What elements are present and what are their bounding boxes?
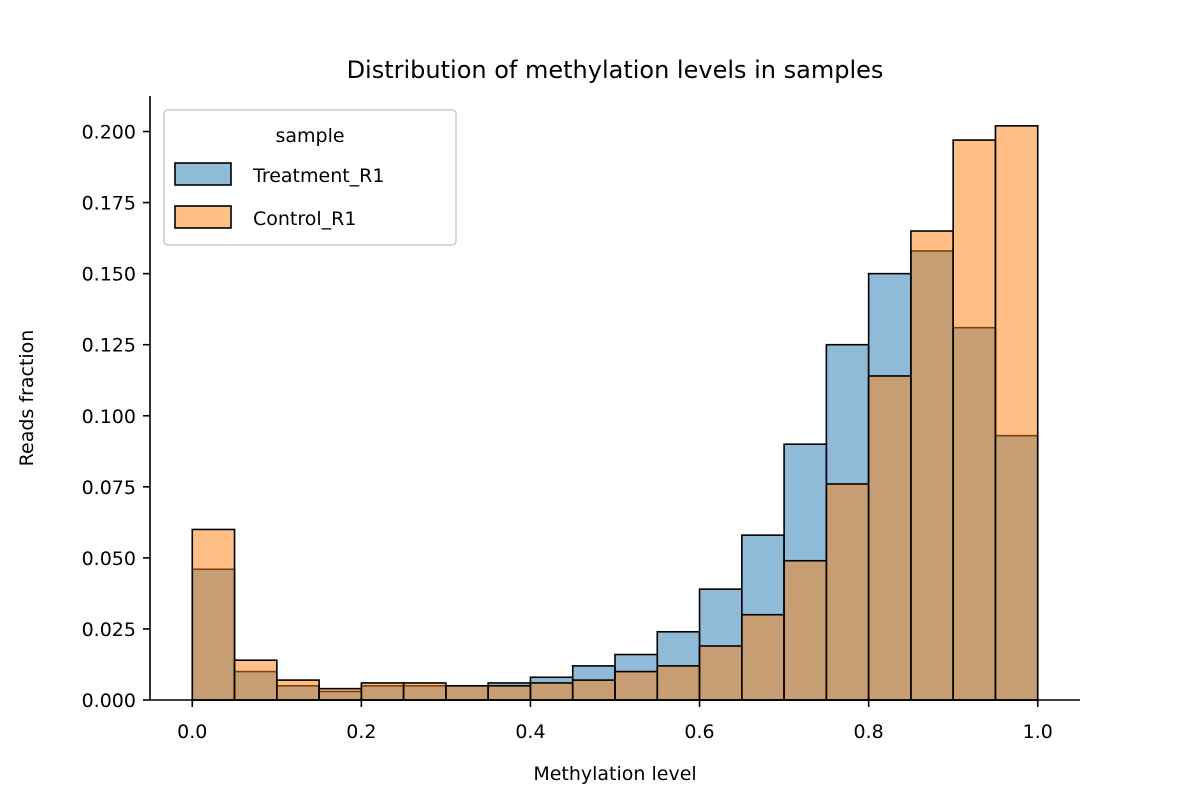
y-tick-label: 0.200 xyxy=(82,122,136,144)
y-tick-label: 0.150 xyxy=(82,264,136,286)
y-tick-label: 0.100 xyxy=(82,406,136,428)
bar-control-r1-11 xyxy=(656,665,701,701)
bar-control-r1-2 xyxy=(276,679,320,701)
bar-control-r1-13 xyxy=(741,613,785,701)
bar-control-r1-14 xyxy=(783,559,828,701)
y-tick-label: 0.050 xyxy=(82,548,136,570)
legend-label-treatment-r1: Treatment_R1 xyxy=(252,165,384,187)
bar-control-r1-10 xyxy=(614,670,659,701)
bar-control-r1-19 xyxy=(994,125,1039,701)
bar-control-r1-12 xyxy=(698,645,743,701)
y-tick-label: 0.075 xyxy=(82,477,136,499)
y-tick-label: 0.000 xyxy=(82,690,136,712)
legend-swatch-treatment-r1 xyxy=(174,162,232,186)
bar-control-r1-7 xyxy=(487,684,532,701)
legend-title: sample xyxy=(275,125,344,147)
bar-control-r1-1 xyxy=(233,659,278,701)
y-tick-label: 0.175 xyxy=(82,193,136,215)
x-tick-label: 1.0 xyxy=(1023,721,1053,743)
legend-label-control-r1: Control_R1 xyxy=(253,208,356,230)
x-tick-label: 0.6 xyxy=(684,721,714,743)
legend-frame xyxy=(163,109,457,246)
bar-control-r1-16 xyxy=(867,375,912,701)
bar-control-r1-18 xyxy=(952,139,997,701)
axes-layer: 0.0 0.2 0.4 0.6 0.8 1.0 0.000 0.025 0.050 0.075 0.… xyxy=(82,96,1080,743)
bar-control-r1-17 xyxy=(910,230,954,701)
bar-control-r1-3 xyxy=(318,687,363,701)
bar-control-r1-8 xyxy=(529,682,574,701)
bar-control-r1-9 xyxy=(571,679,616,701)
y-tick-label: 0.025 xyxy=(82,619,136,641)
bar-control-r1-0 xyxy=(191,528,236,701)
y-tick-label: 0.125 xyxy=(82,335,136,357)
x-tick-label: 0.2 xyxy=(346,721,376,743)
x-tick-label: 0.8 xyxy=(854,721,884,743)
bar-control-r1-15 xyxy=(825,483,870,701)
chart-title: Distribution of methylation levels in sa… xyxy=(347,56,884,84)
y-axis-label: Reads fraction xyxy=(16,330,38,467)
bar-control-r1-6 xyxy=(445,684,489,701)
legend: sample Treatment_R1 Control_R1 xyxy=(163,109,457,246)
bar-control-r1-4 xyxy=(360,682,405,701)
bars-layer xyxy=(191,125,1039,701)
legend-swatch-control-r1 xyxy=(174,205,232,229)
x-tick-label: 0.0 xyxy=(177,721,207,743)
bar-control-r1-5 xyxy=(402,682,447,701)
x-tick-label: 0.4 xyxy=(515,721,545,743)
x-axis-label: Methylation level xyxy=(533,763,696,785)
